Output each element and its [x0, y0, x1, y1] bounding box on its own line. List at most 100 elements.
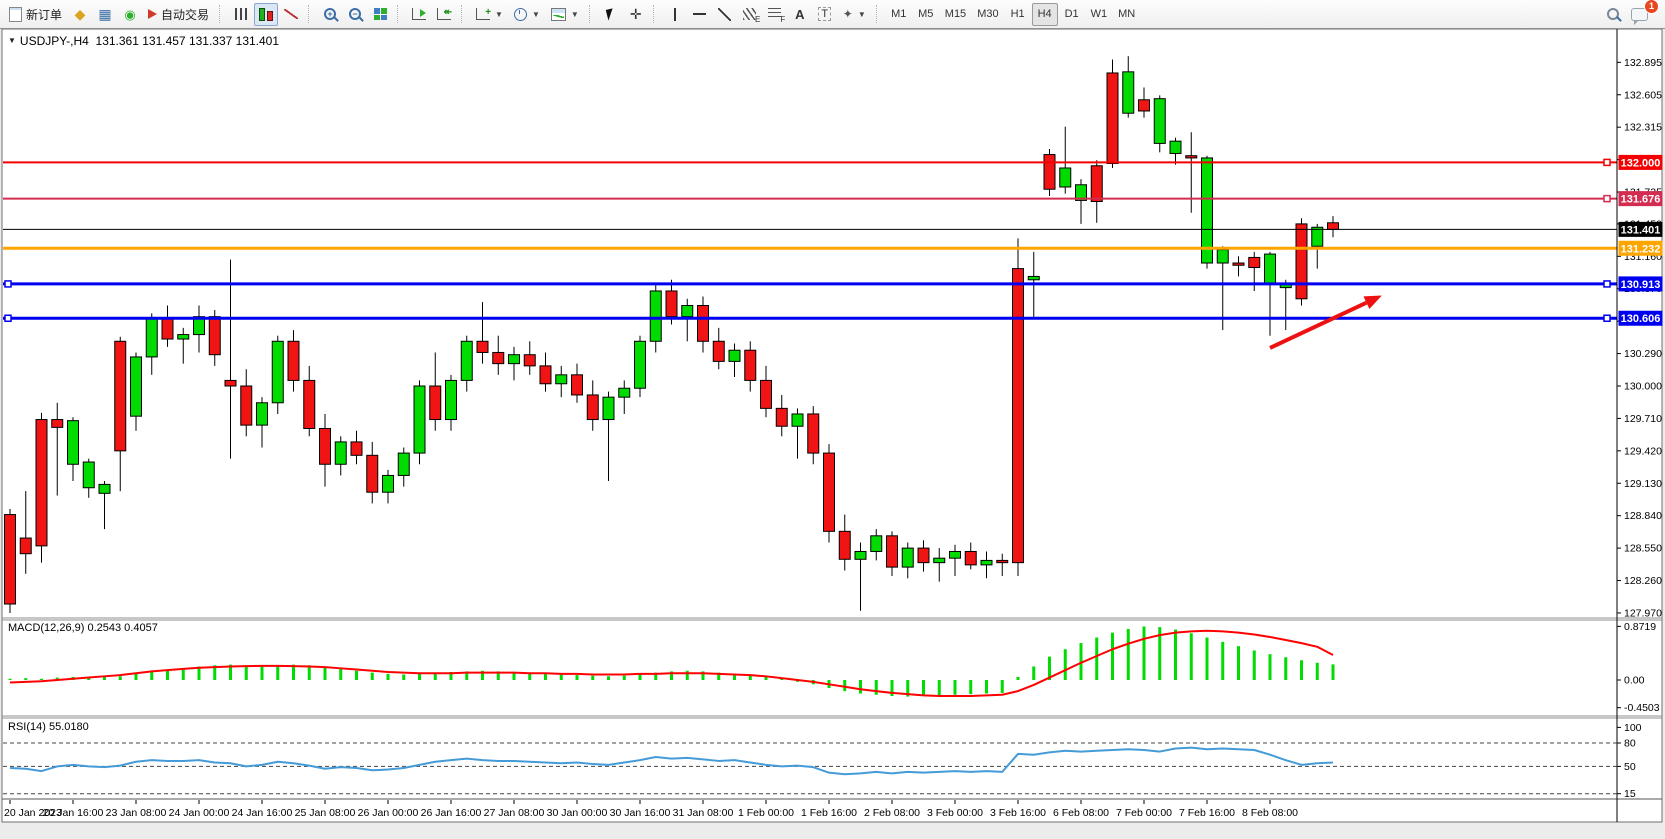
price-label: 131.232 [1618, 240, 1663, 256]
svg-text:131.401: 131.401 [1621, 224, 1661, 236]
price-label: 131.401 [1618, 221, 1663, 237]
auto-scroll-button[interactable] [407, 3, 431, 26]
timeframe-mn-button[interactable]: MN [1118, 8, 1136, 20]
svg-text:27 Jan 08:00: 27 Jan 08:00 [484, 807, 545, 819]
timeframe-w1-button[interactable]: W1 [1090, 8, 1108, 20]
svg-text:30 Jan 16:00: 30 Jan 16:00 [610, 807, 671, 819]
svg-text:1 Feb 16:00: 1 Feb 16:00 [801, 807, 857, 819]
data-window-button[interactable]: ▦ [93, 3, 117, 26]
chart-symbol-title: USDJPY-,H4 [19, 34, 89, 48]
svg-text:25 Jan 08:00: 25 Jan 08:00 [295, 807, 356, 819]
svg-text:1 Feb 00:00: 1 Feb 00:00 [738, 807, 794, 819]
collapse-triangle-icon[interactable]: ▼ [8, 36, 16, 45]
svg-text:6 Feb 08:00: 6 Feb 08:00 [1053, 807, 1109, 819]
svg-text:7 Feb 00:00: 7 Feb 00:00 [1116, 807, 1172, 819]
svg-text:24 Jan 16:00: 24 Jan 16:00 [232, 807, 293, 819]
chevron-down-icon: ▼ [857, 9, 866, 19]
svg-text:0.8719: 0.8719 [1624, 621, 1656, 633]
price-label: 132.000 [1618, 154, 1663, 170]
chevron-down-icon: ▼ [531, 9, 540, 19]
add-indicator-button[interactable]: + ▼ [471, 3, 508, 26]
chart-ohlc-quotes: 131.361 131.457 131.337 131.401 [95, 34, 280, 48]
chevron-down-icon: ▼ [570, 9, 579, 19]
new-order-button[interactable]: 新订单 [4, 3, 67, 26]
svg-text:26 Jan 00:00: 26 Jan 00:00 [358, 807, 419, 819]
line-handle [4, 280, 12, 288]
vertical-line-icon [674, 7, 676, 21]
chat-button[interactable]: 1 [1626, 0, 1659, 26]
svg-text:20 Jan 16:00: 20 Jan 16:00 [43, 807, 104, 819]
template-button[interactable]: ▼ [546, 3, 584, 26]
svg-text:132.605: 132.605 [1624, 89, 1662, 101]
fibonacci-icon: F [768, 8, 785, 24]
timeframe-m30-button[interactable]: M30 [977, 8, 999, 20]
add-indicator-icon: + [476, 7, 491, 20]
price-label: 130.913 [1618, 276, 1663, 292]
timeframe-d1-button[interactable]: D1 [1064, 8, 1079, 20]
new-order-label: 新订单 [26, 7, 63, 22]
svg-text:132.315: 132.315 [1624, 122, 1662, 134]
label-tool-button[interactable]: T [813, 3, 837, 26]
price-label: 130.606 [1618, 310, 1663, 326]
rsi-line [9, 746, 1334, 776]
svg-text:128.260: 128.260 [1624, 575, 1662, 587]
line-chart-mode-button[interactable] [279, 3, 303, 26]
toolbar-separator [308, 5, 313, 23]
trend-arrow-annotation[interactable] [1269, 295, 1382, 350]
zoom-out-button[interactable]: − [343, 3, 367, 26]
toolbar-separator [588, 5, 594, 23]
timeframe-m5-button[interactable]: M5 [918, 8, 934, 20]
svg-text:131.232: 131.232 [1621, 243, 1661, 255]
svg-text:130.913: 130.913 [1621, 279, 1661, 291]
svg-text:23 Jan 08:00: 23 Jan 08:00 [106, 807, 167, 819]
auto-trading-button[interactable]: 自动交易 [143, 3, 214, 26]
candlestick-icon [259, 7, 274, 21]
chart-title-bar: ▼ USDJPY-,H4 131.361 131.457 131.337 131.… [8, 34, 279, 48]
toolbar-separator [652, 5, 658, 23]
svg-text:2 Feb 08:00: 2 Feb 08:00 [864, 807, 920, 819]
chat-icon [1631, 7, 1648, 25]
candlestick-mode-button[interactable] [254, 2, 279, 26]
svg-text:3 Feb 16:00: 3 Feb 16:00 [990, 807, 1046, 819]
text-tool-button[interactable]: A [788, 3, 812, 26]
data-window-icon: ▦ [98, 6, 112, 22]
bar-chart-mode-button[interactable] [229, 3, 253, 26]
svg-text:26 Jan 16:00: 26 Jan 16:00 [421, 807, 482, 819]
clock-icon [513, 7, 527, 21]
trendline-tool-button[interactable] [713, 3, 737, 26]
svg-text:129.420: 129.420 [1624, 445, 1662, 457]
zoom-in-icon: + [324, 8, 337, 20]
svg-text:130.606: 130.606 [1621, 313, 1661, 325]
horizontal-line-tool-button[interactable] [688, 3, 712, 26]
cursor-icon [606, 7, 616, 21]
timeframe-h4-button[interactable]: H4 [1031, 2, 1058, 26]
shapes-tool-button[interactable]: ✦ ▼ [838, 3, 871, 26]
line-handle [1603, 314, 1611, 322]
macd-signal-line [9, 629, 1334, 697]
svg-text:0.00: 0.00 [1624, 675, 1645, 687]
timeframe-m1-button[interactable]: M1 [891, 8, 907, 20]
crosshair-tool-button[interactable]: ✛ [624, 3, 648, 26]
price-levels-layer[interactable] [3, 158, 1617, 322]
market-watch-button[interactable]: ◆ [68, 3, 92, 26]
signal-button[interactable]: ◉ [118, 3, 142, 26]
chart-shift-button[interactable]: ↞ [432, 3, 456, 26]
svg-text:15: 15 [1624, 788, 1636, 800]
crosshair-icon: ✛ [629, 5, 642, 22]
chart-shift-icon: ↞ [437, 7, 452, 20]
svg-text:31 Jan 08:00: 31 Jan 08:00 [673, 807, 734, 819]
svg-text:-0.4503: -0.4503 [1624, 702, 1660, 714]
period-button[interactable]: ▼ [509, 3, 545, 26]
svg-text:3 Feb 00:00: 3 Feb 00:00 [927, 807, 983, 819]
timeframe-m15-button[interactable]: M15 [944, 8, 967, 20]
tile-windows-button[interactable] [368, 3, 392, 26]
cursor-tool-button[interactable] [599, 3, 623, 26]
vertical-line-tool-button[interactable] [663, 3, 687, 26]
fibonacci-tool-button[interactable]: F [763, 3, 787, 26]
zoom-in-button[interactable]: + [318, 3, 342, 26]
timeframe-h1-button[interactable]: H1 [1010, 8, 1025, 20]
channel-tool-button[interactable]: E [738, 3, 762, 26]
search-button[interactable] [1601, 3, 1625, 26]
